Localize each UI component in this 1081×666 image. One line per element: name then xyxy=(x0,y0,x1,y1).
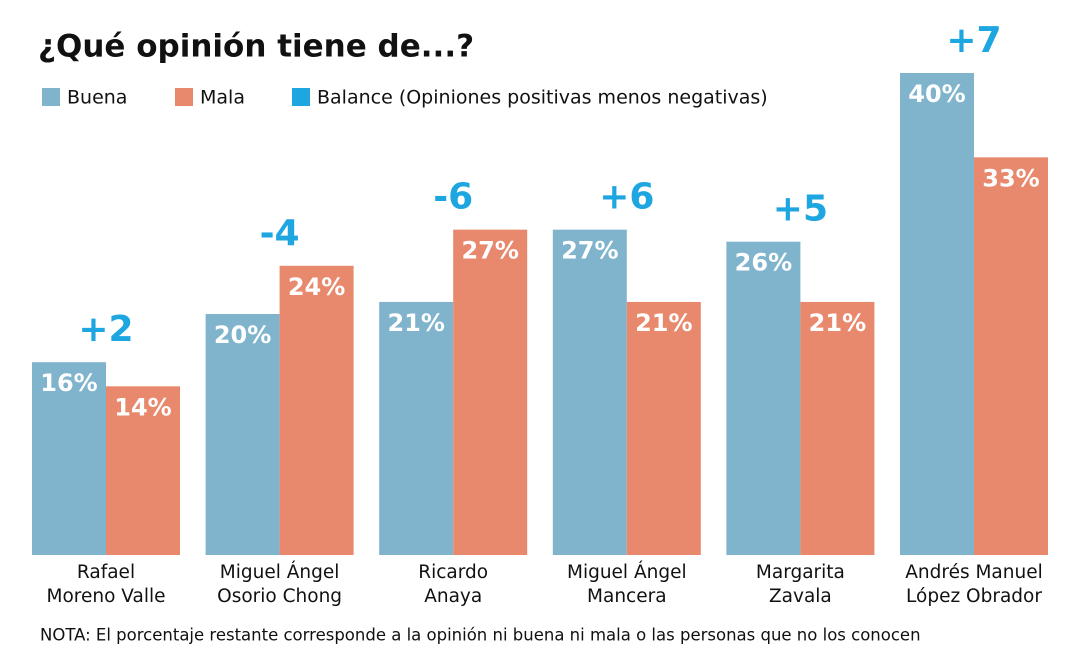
value-label: 24% xyxy=(288,273,345,301)
value-label: 20% xyxy=(214,321,271,349)
x-tick-label: López Obrador xyxy=(906,586,1042,607)
chart-title: ¿Qué opinión tiene de...? xyxy=(38,29,474,65)
bar xyxy=(205,314,280,555)
bar xyxy=(552,229,627,555)
x-tick-label: Zavala xyxy=(769,586,832,607)
x-tick-label: Moreno Valle xyxy=(46,586,165,607)
legend-label: Buena xyxy=(67,87,127,109)
bar xyxy=(32,362,106,555)
bar xyxy=(726,241,801,555)
legend-swatch xyxy=(175,88,193,106)
bar xyxy=(626,301,701,555)
balance-label: -6 xyxy=(433,177,473,218)
bar xyxy=(379,301,454,555)
balance-label: -4 xyxy=(260,213,300,254)
balance-label: +7 xyxy=(946,20,1001,61)
value-label: 26% xyxy=(735,249,792,277)
bar xyxy=(974,157,1048,555)
balance-label: +2 xyxy=(78,309,133,350)
value-label: 33% xyxy=(982,164,1039,192)
x-tick-label: Ricardo xyxy=(418,562,488,583)
legend-label: Mala xyxy=(200,87,245,109)
note: NOTA: El porcentaje restante corresponde… xyxy=(40,626,921,645)
value-label: 27% xyxy=(561,237,618,265)
balance-label: +5 xyxy=(773,189,828,230)
value-label: 40% xyxy=(908,80,965,108)
x-tick-label: Anaya xyxy=(424,586,482,607)
bar xyxy=(800,301,875,555)
x-tick-label: Margarita xyxy=(756,562,845,583)
value-label: 14% xyxy=(114,393,171,421)
balance-label: +6 xyxy=(599,177,654,218)
legend-label: Balance (Opiniones positivas menos negat… xyxy=(317,87,768,109)
bar xyxy=(900,73,974,555)
x-tick-label: Miguel Ángel xyxy=(567,561,687,583)
legend-swatch xyxy=(292,88,310,106)
value-label: 21% xyxy=(635,309,692,337)
legend-swatch xyxy=(42,88,60,106)
bar xyxy=(279,265,354,555)
x-tick-label: Mancera xyxy=(587,586,667,607)
value-label: 21% xyxy=(809,309,866,337)
x-tick-label: Osorio Chong xyxy=(217,586,342,607)
x-tick-label: Miguel Ángel xyxy=(220,561,340,583)
value-label: 16% xyxy=(40,369,97,397)
value-label: 21% xyxy=(387,309,444,337)
bar xyxy=(106,386,180,555)
x-tick-label: Andrés Manuel xyxy=(905,562,1043,583)
value-label: 27% xyxy=(461,237,518,265)
bar xyxy=(453,229,528,555)
x-tick-label: Rafael xyxy=(77,562,135,583)
